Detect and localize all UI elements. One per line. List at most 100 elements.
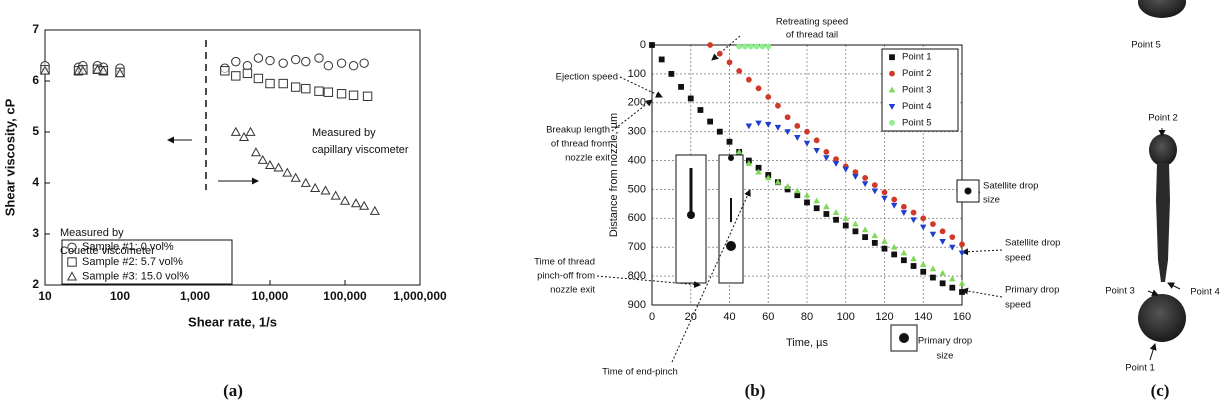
- legend-label: Point 2: [902, 68, 932, 79]
- x-tick-label: 80: [801, 311, 813, 323]
- x-tick-label: 1,000,000: [393, 289, 447, 303]
- marker: [765, 122, 772, 128]
- annotation: Retreating speed: [776, 17, 848, 28]
- marker: [959, 289, 965, 295]
- marker: [736, 43, 743, 50]
- drop-label: Point 1: [1125, 363, 1155, 374]
- marker: [314, 86, 324, 96]
- marker: [323, 87, 334, 97]
- marker: [250, 147, 262, 157]
- annotation: Measured by: [60, 227, 124, 239]
- annotation: Ejection speed: [556, 72, 618, 83]
- callout: [961, 248, 1003, 256]
- legend-label: Point 3: [902, 85, 932, 96]
- marker: [823, 148, 830, 155]
- marker: [930, 221, 936, 228]
- x-tick-label: 100: [110, 289, 130, 303]
- drop: [687, 211, 695, 219]
- marker: [264, 159, 276, 170]
- y-tick-label: 800: [628, 270, 646, 282]
- marker: [775, 102, 781, 109]
- marker: [301, 56, 311, 67]
- legend-label: Point 1: [902, 52, 932, 63]
- x-tick-label: 100: [837, 311, 855, 323]
- marker: [881, 195, 888, 202]
- annotation: Primary drop: [1005, 285, 1059, 296]
- marker: [253, 73, 264, 84]
- marker: [842, 166, 849, 173]
- annotation: Time of end-pinch: [602, 367, 678, 378]
- y-tick-label: 400: [628, 154, 646, 166]
- marker: [891, 196, 898, 203]
- marker: [889, 70, 895, 77]
- x-tick-label: 100,000: [323, 289, 367, 303]
- marker: [920, 224, 927, 231]
- annotation: Primary drop: [918, 336, 972, 347]
- marker: [238, 131, 250, 141]
- marker: [66, 271, 78, 281]
- marker: [861, 181, 869, 188]
- marker: [310, 182, 321, 192]
- marker: [77, 65, 88, 75]
- marker: [889, 119, 895, 126]
- drop: [964, 187, 972, 195]
- marker: [300, 177, 311, 187]
- y-tick-label: 900: [628, 299, 646, 311]
- marker: [889, 54, 895, 61]
- x-axis-label: Time, µs: [786, 337, 828, 349]
- marker: [774, 178, 782, 185]
- panel-label: (a): [223, 381, 243, 400]
- marker: [745, 160, 753, 166]
- marker: [242, 60, 253, 71]
- annotation: speed: [1005, 300, 1031, 311]
- marker: [900, 210, 908, 216]
- marker: [745, 76, 752, 83]
- marker: [813, 205, 820, 212]
- drop-label: Point 2: [1148, 113, 1178, 124]
- marker: [339, 195, 351, 205]
- marker: [348, 60, 359, 71]
- marker: [265, 55, 275, 66]
- marker: [39, 65, 51, 75]
- marker: [753, 43, 760, 50]
- marker: [949, 284, 956, 291]
- marker: [278, 78, 288, 89]
- marker: [687, 95, 694, 102]
- marker: [823, 155, 830, 162]
- marker: [273, 162, 284, 172]
- marker: [678, 83, 684, 90]
- marker: [832, 161, 840, 167]
- marker: [301, 83, 311, 94]
- marker: [862, 234, 869, 241]
- y-tick-label: 100: [628, 68, 646, 80]
- legend-label: Point 4: [902, 101, 932, 112]
- marker: [774, 124, 782, 131]
- marker: [716, 128, 723, 135]
- x-tick-label: 40: [723, 311, 735, 323]
- marker: [765, 94, 772, 100]
- annotation: size: [937, 351, 954, 362]
- marker: [804, 128, 810, 135]
- drop-label: Point 4: [1190, 287, 1220, 298]
- x-tick-label: 60: [762, 311, 774, 323]
- marker: [220, 66, 230, 76]
- marker: [320, 185, 331, 195]
- plot-frame: [44, 29, 421, 286]
- marker: [813, 148, 820, 154]
- annotation: of thread from: [551, 139, 610, 150]
- y-tick-label: 600: [628, 212, 646, 224]
- x-tick-label: 140: [914, 311, 932, 323]
- marker: [929, 265, 937, 272]
- annotation: nozzle exit: [565, 153, 610, 164]
- marker: [668, 70, 675, 77]
- marker: [920, 268, 927, 275]
- marker: [794, 192, 801, 199]
- legend-label: Sample #3: 15.0 vol%: [82, 271, 189, 283]
- legend-label: Sample #1: 0 vol%: [82, 241, 174, 253]
- marker: [735, 148, 743, 155]
- marker: [314, 53, 324, 63]
- marker: [265, 78, 275, 89]
- y-axis-label: Distance from nozzle, µm: [608, 113, 620, 237]
- marker: [290, 82, 301, 92]
